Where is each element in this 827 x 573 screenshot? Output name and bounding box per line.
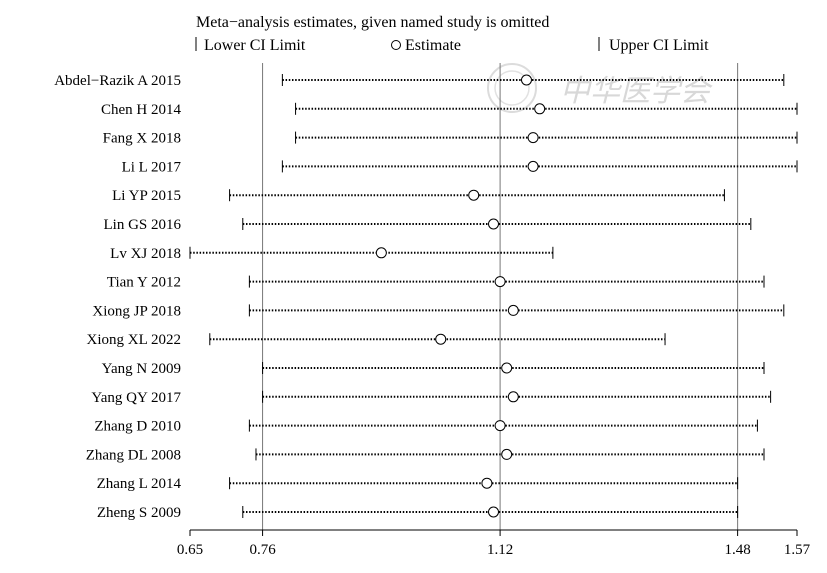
- estimate-marker: [488, 506, 499, 518]
- estimate-marker: [375, 247, 387, 259]
- x-tick-label: 1.12: [487, 542, 513, 558]
- estimate-marker: [501, 448, 513, 460]
- study-label: Zhang D 2010: [94, 419, 181, 435]
- estimate-marker: [507, 391, 519, 403]
- study-label: Zhang L 2014: [97, 476, 182, 492]
- estimate-marker: [507, 304, 519, 316]
- study-row: Li YP 2015: [112, 188, 725, 204]
- legend-upper-label: Upper CI Limit: [609, 37, 709, 54]
- study-label: Xiong XL 2022: [87, 332, 181, 348]
- estimate-marker: [488, 218, 499, 230]
- study-label: Lin GS 2016: [103, 217, 181, 233]
- study-row: Zheng S 2009: [97, 505, 739, 521]
- x-tick-label: 0.76: [249, 542, 276, 558]
- study-label: Zhang DL 2008: [86, 447, 181, 463]
- study-row: Zhang L 2014: [97, 476, 739, 492]
- estimate-marker: [435, 333, 447, 345]
- estimate-marker: [468, 189, 480, 201]
- study-label: Yang QY 2017: [91, 390, 181, 406]
- watermark-seal: [487, 63, 537, 113]
- estimate-marker: [494, 420, 506, 432]
- study-row: Xiong JP 2018: [92, 303, 785, 319]
- study-row: Li L 2017: [122, 159, 798, 175]
- chart-title: Meta−analysis estimates, given named stu…: [196, 14, 549, 31]
- x-tick-label: 1.48: [724, 542, 750, 558]
- study-row: Chen H 2014: [101, 102, 798, 118]
- study-label: Li YP 2015: [112, 188, 181, 204]
- estimate-marker: [534, 103, 546, 115]
- study-label: Zheng S 2009: [97, 505, 181, 521]
- study-row: Xiong XL 2022: [87, 332, 666, 348]
- estimate-marker: [527, 132, 539, 144]
- study-label: Tian Y 2012: [107, 275, 181, 291]
- study-row: Abdel−Razik A 2015: [54, 73, 785, 89]
- estimate-marker: [527, 160, 539, 172]
- study-row: Fang X 2018: [103, 131, 798, 147]
- watermark-seal-inner: [494, 70, 530, 106]
- study-rows: Abdel−Razik A 2015 Chen H 2014 Fang X 2018…: [54, 73, 798, 521]
- legend-lower-label: Lower CI Limit: [204, 37, 306, 54]
- study-row: Lv XJ 2018: [110, 246, 554, 262]
- legend-estimate-label: Estimate: [405, 37, 461, 54]
- study-row: Yang N 2009: [102, 361, 765, 377]
- study-label: Li L 2017: [122, 159, 182, 175]
- study-label: Abdel−Razik A 2015: [54, 73, 181, 89]
- study-row: Zhang D 2010: [94, 419, 758, 435]
- estimate-marker: [494, 276, 506, 288]
- study-label: Xiong JP 2018: [92, 303, 181, 319]
- study-row: Yang QY 2017: [91, 390, 772, 406]
- reference-lines: [262, 63, 739, 530]
- study-row: Zhang DL 2008: [86, 447, 765, 463]
- x-tick-label: 0.65: [177, 542, 203, 558]
- study-row: Tian Y 2012: [107, 275, 765, 291]
- study-row: Lin GS 2016: [103, 217, 752, 233]
- estimate-marker: [501, 362, 513, 374]
- study-label: Chen H 2014: [101, 102, 181, 118]
- watermark: 中华医学会: [487, 63, 713, 113]
- study-label: Fang X 2018: [103, 131, 181, 147]
- estimate-marker: [481, 477, 493, 489]
- study-label: Lv XJ 2018: [110, 246, 181, 262]
- estimate-marker: [520, 74, 532, 86]
- x-tick-label: 1.57: [784, 542, 811, 558]
- legend-estimate-marker: [391, 40, 401, 50]
- watermark-text: 中华医学会: [560, 74, 713, 109]
- legend: Lower CI Limit Estimate Upper CI Limit: [195, 37, 709, 54]
- x-axis: 0.65 0.76 1.12 1.48 1.57: [177, 529, 811, 558]
- study-label: Yang N 2009: [102, 361, 181, 377]
